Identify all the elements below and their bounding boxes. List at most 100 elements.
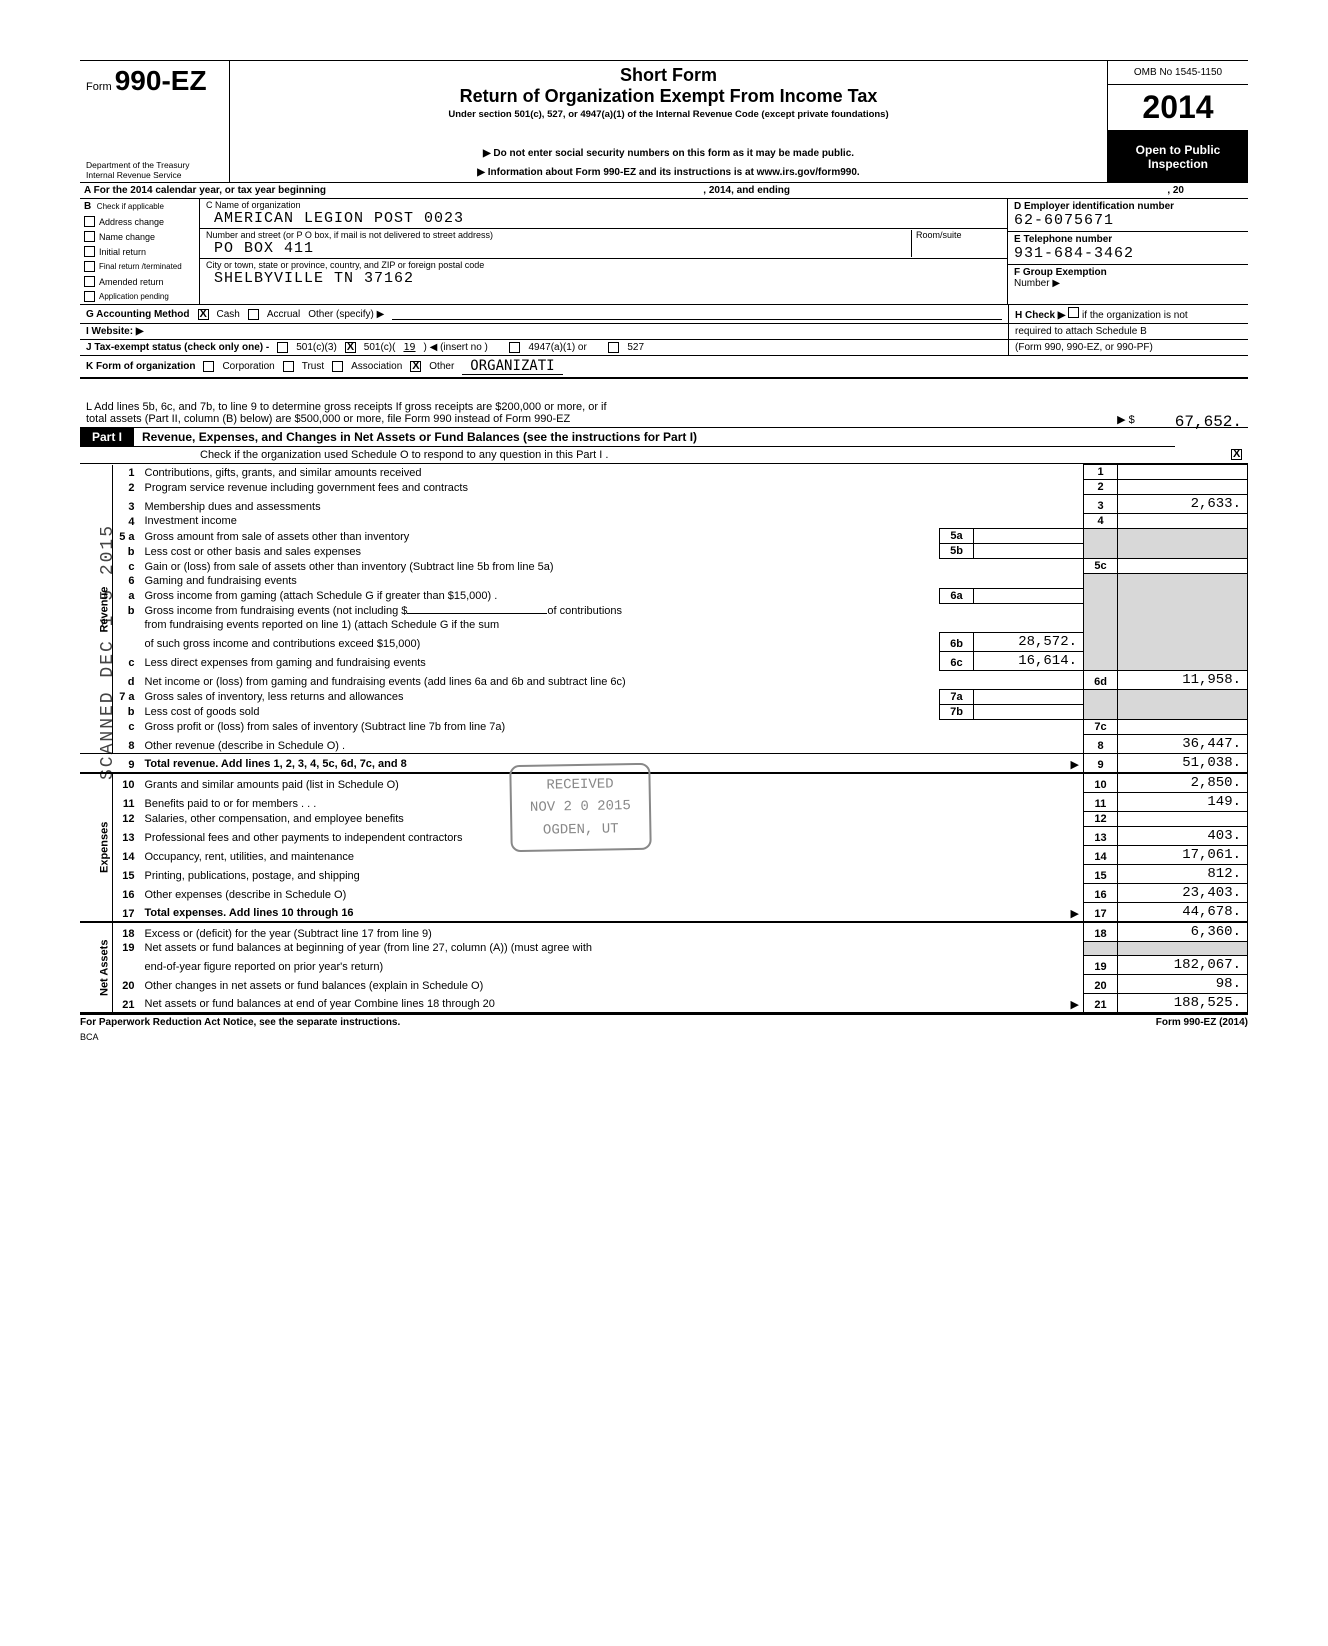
chk-other[interactable] bbox=[410, 361, 421, 372]
header-left: Form 990-EZ Department of the Treasury I… bbox=[80, 61, 230, 182]
line-19a: 19Net assets or fund balances at beginni… bbox=[80, 941, 1248, 955]
desc-16: Other expenses (describe in Schedule O) bbox=[141, 883, 1084, 902]
chk-name-change[interactable] bbox=[84, 231, 95, 242]
amt-15: 812. bbox=[1118, 864, 1248, 883]
open1: Open to Public bbox=[1110, 143, 1246, 157]
label-group-exempt2: Number ▶ bbox=[1014, 278, 1242, 289]
sidelabel-revenue: Revenue bbox=[80, 465, 113, 754]
amt-11: 149. bbox=[1118, 792, 1248, 811]
org-name: AMERICAN LEGION POST 0023 bbox=[214, 210, 1001, 227]
desc-20: Other changes in net assets or fund bala… bbox=[141, 974, 1084, 993]
k-trust: Trust bbox=[302, 361, 324, 372]
box-7a: 7a bbox=[940, 689, 974, 704]
open-to-public: Open to Public Inspection bbox=[1108, 131, 1248, 182]
label-ein: D Employer identification number bbox=[1014, 201, 1242, 212]
financial-table: Revenue 1Contributions, gifts, grants, a… bbox=[80, 464, 1248, 1014]
line-6b-3: of such gross income and contributions e… bbox=[80, 632, 1248, 651]
line-6c: cLess direct expenses from gaming and fu… bbox=[80, 651, 1248, 670]
chk-app-pending[interactable] bbox=[84, 291, 95, 302]
received-stamp: RECEIVED NOV 2 0 2015 OGDEN, UT bbox=[509, 763, 651, 853]
cell-f: F Group Exemption Number ▶ bbox=[1008, 265, 1248, 304]
col-c-name-address: C Name of organization AMERICAN LEGION P… bbox=[200, 199, 1008, 304]
part1-title: Revenue, Expenses, and Changes in Net As… bbox=[142, 430, 697, 444]
line-18: Net Assets 18Excess or (deficit) for the… bbox=[80, 922, 1248, 942]
l-line1: L Add lines 5b, 6c, and 7b, to line 9 to… bbox=[86, 401, 1242, 413]
footer-right: Form 990-EZ (2014) bbox=[1156, 1017, 1248, 1028]
chk-h[interactable] bbox=[1068, 307, 1079, 318]
j-c: 501(c)( bbox=[364, 342, 396, 353]
j-a1: 4947(a)(1) or bbox=[528, 342, 586, 353]
b-letter: B bbox=[84, 201, 91, 212]
stamp-l3: OGDEN, UT bbox=[530, 818, 631, 842]
box-5b: 5b bbox=[940, 544, 974, 559]
opt-amended: Amended return bbox=[99, 277, 164, 287]
opt-initial-return: Initial return bbox=[99, 247, 146, 257]
chk-accrual[interactable] bbox=[248, 309, 259, 320]
l-arrow: ▶ $ bbox=[1117, 413, 1135, 426]
form-number: Form 990-EZ bbox=[86, 65, 223, 97]
line-6b-2: from fundraising events reported on line… bbox=[80, 618, 1248, 633]
opt-address-change: Address change bbox=[99, 217, 164, 227]
open2: Inspection bbox=[1110, 157, 1246, 171]
line-5b: bLess cost or other basis and sales expe… bbox=[80, 544, 1248, 559]
amt-16: 23,403. bbox=[1118, 883, 1248, 902]
box-6d: 6d bbox=[1084, 670, 1118, 689]
line-13: 13Professional fees and other payments t… bbox=[80, 826, 1248, 845]
desc-2: Program service revenue including govern… bbox=[141, 480, 1084, 495]
chk-527[interactable] bbox=[608, 342, 619, 353]
form-no-big: 990-EZ bbox=[115, 65, 207, 96]
chk-final-return[interactable] bbox=[84, 261, 95, 272]
chk-amended[interactable] bbox=[84, 276, 95, 287]
dept-treasury: Department of the Treasury Internal Reve… bbox=[86, 160, 223, 180]
chk-501c3[interactable] bbox=[277, 342, 288, 353]
chk-schedule-o[interactable] bbox=[1231, 449, 1242, 460]
chk-cash[interactable] bbox=[198, 309, 209, 320]
chk-trust[interactable] bbox=[283, 361, 294, 372]
line-4: 4Investment income4 bbox=[80, 514, 1248, 529]
line-19b: end-of-year figure reported on prior yea… bbox=[80, 955, 1248, 974]
footer: For Paperwork Reduction Act Notice, see … bbox=[80, 1014, 1248, 1028]
footer-bca: BCA bbox=[80, 1032, 1248, 1042]
desc-18: Excess or (deficit) for the year (Subtra… bbox=[141, 922, 1084, 942]
part1-check-row: Check if the organization used Schedule … bbox=[80, 447, 1248, 464]
line-11: 11Benefits paid to or for members . . .1… bbox=[80, 792, 1248, 811]
chk-address-change[interactable] bbox=[84, 216, 95, 227]
h-text3: (Form 990, 990-EZ, or 990-PF) bbox=[1008, 340, 1248, 355]
line-l: L Add lines 5b, 6c, and 7b, to line 9 to… bbox=[80, 379, 1248, 428]
chk-initial-return[interactable] bbox=[84, 246, 95, 257]
j-cend: ) ◀ (insert no ) bbox=[424, 342, 488, 353]
row-g-h: G Accounting Method Cash Accrual Other (… bbox=[80, 305, 1248, 324]
k-assoc: Association bbox=[351, 361, 402, 372]
amt-6c: 16,614. bbox=[974, 651, 1084, 670]
k-label: K Form of organization bbox=[86, 361, 195, 372]
ssn-warning: ▶ Do not enter social security numbers o… bbox=[240, 148, 1097, 159]
g-label: G Accounting Method bbox=[86, 309, 190, 320]
box-7c: 7c bbox=[1084, 719, 1118, 734]
dept2: Internal Revenue Service bbox=[86, 170, 223, 180]
title-under: Under section 501(c), 527, or 4947(a)(1)… bbox=[240, 109, 1097, 120]
chk-501c[interactable] bbox=[345, 342, 356, 353]
amt-9: 51,038. bbox=[1118, 753, 1248, 773]
part1-check-text: Check if the organization used Schedule … bbox=[200, 449, 608, 461]
line-a-mid: , 2014, and ending bbox=[703, 185, 790, 196]
box-6c: 6c bbox=[940, 651, 974, 670]
org-city: SHELBYVILLE TN 37162 bbox=[214, 270, 1001, 287]
opt-name-change: Name change bbox=[99, 232, 155, 242]
chk-4947[interactable] bbox=[509, 342, 520, 353]
row-k: K Form of organization Corporation Trust… bbox=[80, 356, 1248, 379]
opt-app-pending: Application pending bbox=[99, 292, 169, 301]
line-8: 8Other revenue (describe in Schedule O) … bbox=[80, 734, 1248, 753]
line-5a: 5 aGross amount from sale of assets othe… bbox=[80, 529, 1248, 544]
line-6a: aGross income from gaming (attach Schedu… bbox=[80, 588, 1248, 603]
chk-assoc[interactable] bbox=[332, 361, 343, 372]
amt-3: 2,633. bbox=[1118, 495, 1248, 514]
line-6: 6Gaming and fundraising events bbox=[80, 574, 1248, 589]
k-other: Other bbox=[429, 361, 454, 372]
title-short-form: Short Form bbox=[240, 65, 1097, 86]
h-cell: H Check ▶ if the organization is not bbox=[1008, 305, 1248, 323]
label-addr: Number and street (or P O box, if mail i… bbox=[206, 230, 911, 240]
line-1: Revenue 1Contributions, gifts, grants, a… bbox=[80, 465, 1248, 480]
j-cnum: 19 bbox=[403, 342, 415, 353]
amt-14: 17,061. bbox=[1118, 845, 1248, 864]
chk-corp[interactable] bbox=[203, 361, 214, 372]
